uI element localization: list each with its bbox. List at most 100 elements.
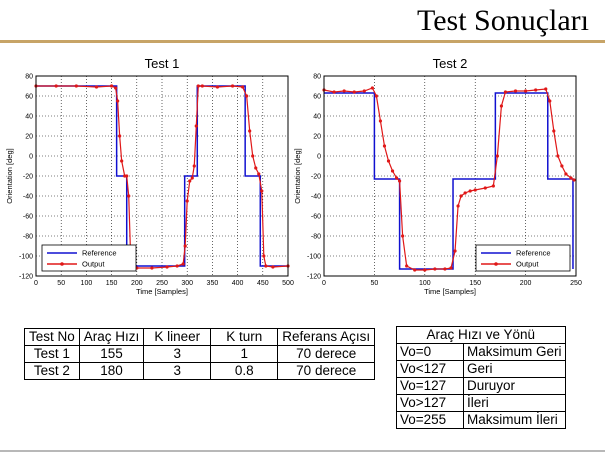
legend-box — [475, 244, 571, 272]
output-point — [194, 124, 198, 128]
output-point — [190, 176, 194, 180]
output-point — [54, 84, 58, 88]
output-point — [251, 154, 255, 158]
output-point — [118, 134, 122, 138]
output-point — [378, 119, 383, 123]
table-row: Vo=0 Maksimum Geri — [396, 343, 566, 361]
table-row: Vo>127 İleri — [396, 394, 566, 412]
output-point — [150, 266, 154, 270]
output-point — [398, 179, 402, 183]
x-tick-label: 100 — [419, 280, 431, 287]
output-point — [401, 234, 405, 238]
chart-test-1: Test 10 50 100 150 200 250 300 350 400 450 500-120… — [5, 56, 294, 296]
output-point — [405, 264, 409, 268]
chart-legend: Reference Output — [475, 244, 571, 272]
x-axis-label: Time [Samples] — [424, 287, 476, 296]
params-header-cell: Referans Açısı — [277, 328, 376, 346]
x-tick-label: 150 — [106, 280, 118, 287]
chart-title: Test 1 — [145, 56, 180, 71]
output-point — [544, 87, 548, 91]
series-line-output — [36, 85, 289, 269]
table-cell: 1 — [210, 345, 279, 363]
output-point — [548, 99, 552, 103]
x-tick-label: 100 — [81, 280, 93, 287]
x-tick-label: 50 — [57, 280, 65, 287]
output-point — [453, 249, 457, 253]
output-point — [569, 176, 573, 180]
table-cell: 155 — [78, 345, 145, 363]
output-point — [491, 184, 495, 188]
output-point — [483, 186, 487, 190]
table-cell: İleri — [463, 394, 566, 412]
table-row: Vo=255 Maksimum İleri — [396, 411, 566, 429]
table-cell: 3 — [143, 362, 212, 380]
legend-label: Output — [516, 260, 539, 269]
y-tick-label: 80 — [313, 74, 321, 81]
y-tick-label: 60 — [313, 94, 321, 101]
y-tick-label: 40 — [313, 114, 321, 121]
table-cell: Geri — [463, 360, 566, 378]
output-point — [513, 89, 518, 93]
output-point — [262, 254, 266, 258]
output-point — [459, 194, 463, 198]
y-tick-label: 20 — [25, 134, 33, 141]
x-tick-label: 450 — [257, 280, 269, 287]
legend-marker — [60, 262, 64, 266]
output-point — [564, 172, 568, 176]
output-point — [271, 265, 275, 269]
output-point — [463, 191, 467, 195]
table-cell: Maksimum Geri — [463, 343, 566, 361]
legend-box — [41, 244, 137, 272]
output-point — [382, 144, 387, 148]
y-tick-label: -20 — [311, 174, 321, 181]
output-point — [572, 178, 576, 182]
output-point — [254, 166, 258, 170]
table-cell: 0.8 — [210, 362, 279, 380]
output-point — [245, 94, 249, 98]
output-point — [386, 159, 391, 163]
output-point — [534, 88, 538, 92]
table-row: Test 1 155 3 1 70 derece — [24, 345, 376, 363]
output-point — [94, 85, 99, 89]
output-point — [362, 89, 366, 93]
legend-label: Output — [82, 260, 105, 269]
output-point — [188, 179, 192, 183]
table-row: Test 2 180 3 0.8 70 derece — [24, 362, 376, 380]
plot-frame — [323, 75, 577, 277]
output-point — [413, 268, 417, 272]
legend-label: Reference — [82, 249, 117, 258]
output-point — [456, 204, 460, 208]
test-parameters-table: Test No Araç Hızı K lineer K turn Refera… — [24, 328, 376, 380]
output-point — [342, 89, 346, 93]
output-point — [370, 86, 374, 90]
output-point — [443, 267, 447, 271]
y-tick-label: -40 — [23, 194, 33, 201]
table-cell: Vo=127 — [396, 377, 464, 395]
slide-title: Test Sonuçları — [416, 4, 589, 37]
output-point — [200, 84, 204, 88]
x-axis-label: Time [Samples] — [136, 287, 188, 296]
table-row: Vo=127 Duruyor — [396, 377, 566, 395]
title-divider — [0, 40, 605, 43]
output-point — [74, 84, 78, 88]
x-tick-label: 50 — [371, 280, 379, 287]
y-tick-label: 60 — [25, 94, 33, 101]
series-line-reference — [324, 92, 574, 270]
x-tick-label: 250 — [156, 280, 168, 287]
y-tick-label: 0 — [29, 154, 33, 161]
output-point — [185, 199, 189, 203]
table-cell: Vo>127 — [396, 394, 464, 412]
table-cell: Vo<127 — [396, 360, 464, 378]
y-tick-label: -120 — [307, 274, 321, 281]
output-point — [125, 174, 129, 178]
output-point — [394, 176, 399, 180]
output-point — [524, 89, 528, 93]
x-tick-label: 250 — [570, 280, 582, 287]
output-point — [116, 99, 120, 103]
footer-divider — [0, 450, 605, 452]
output-point — [473, 188, 477, 192]
table-cell: Vo=255 — [396, 411, 464, 429]
output-point — [552, 129, 556, 133]
chart-title: Test 2 — [433, 56, 468, 71]
table-cell: Test 1 — [24, 345, 80, 363]
